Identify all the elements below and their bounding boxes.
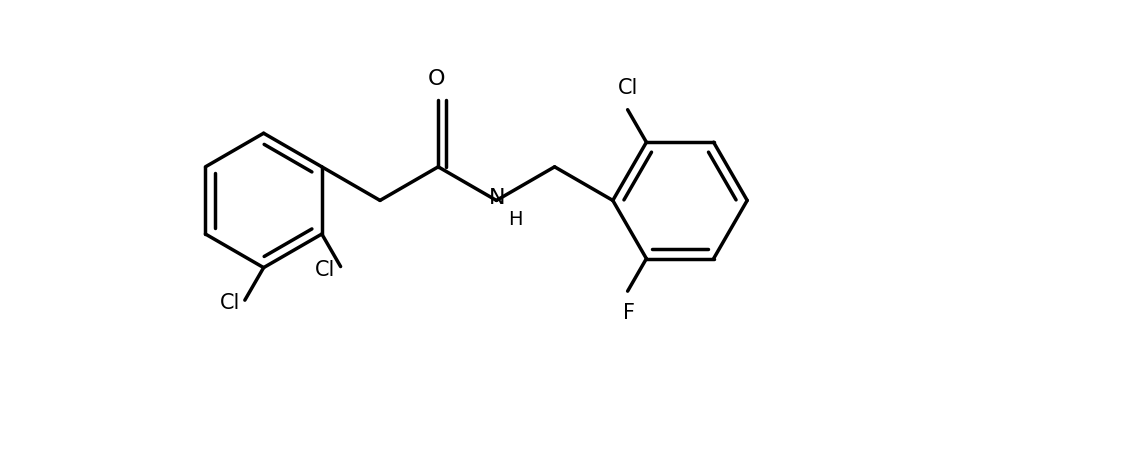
- Text: H: H: [508, 210, 523, 229]
- Text: Cl: Cl: [618, 78, 637, 98]
- Text: N: N: [490, 188, 506, 209]
- Text: O: O: [427, 69, 445, 89]
- Text: Cl: Cl: [219, 293, 240, 313]
- Text: F: F: [623, 303, 635, 323]
- Text: Cl: Cl: [316, 260, 335, 279]
